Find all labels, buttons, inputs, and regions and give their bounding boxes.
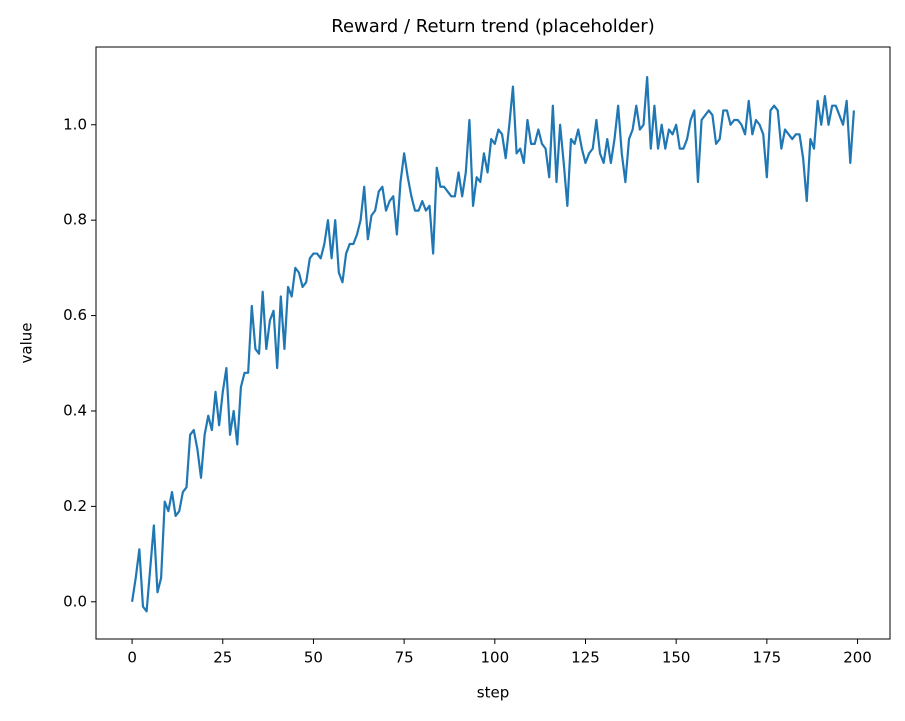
- data-line: [131, 75, 856, 613]
- plot-frame: [95, 46, 891, 640]
- y-tick-label: 0.4: [63, 401, 87, 419]
- x-tick-label: 100: [480, 649, 509, 667]
- y-tick-label: 0.2: [63, 497, 87, 515]
- x-tick-label: 25: [213, 649, 232, 667]
- y-tick-label: 0.6: [63, 306, 87, 324]
- x-tick-label: 50: [304, 649, 323, 667]
- y-tick-label: 1.0: [63, 115, 87, 133]
- x-axis-label: step: [477, 684, 509, 702]
- x-tick-label: 75: [395, 649, 414, 667]
- y-tick-label: 0.0: [63, 592, 87, 610]
- chart-title: Reward / Return trend (placeholder): [331, 16, 654, 37]
- y-tick-label: 0.8: [63, 211, 87, 229]
- x-tick-label: 0: [127, 649, 137, 667]
- y-axis-label: value: [18, 323, 36, 364]
- x-tick-label: 125: [571, 649, 600, 667]
- x-tick-label: 200: [843, 649, 872, 667]
- x-tick-label: 150: [662, 649, 691, 667]
- x-tick-label: 175: [753, 649, 782, 667]
